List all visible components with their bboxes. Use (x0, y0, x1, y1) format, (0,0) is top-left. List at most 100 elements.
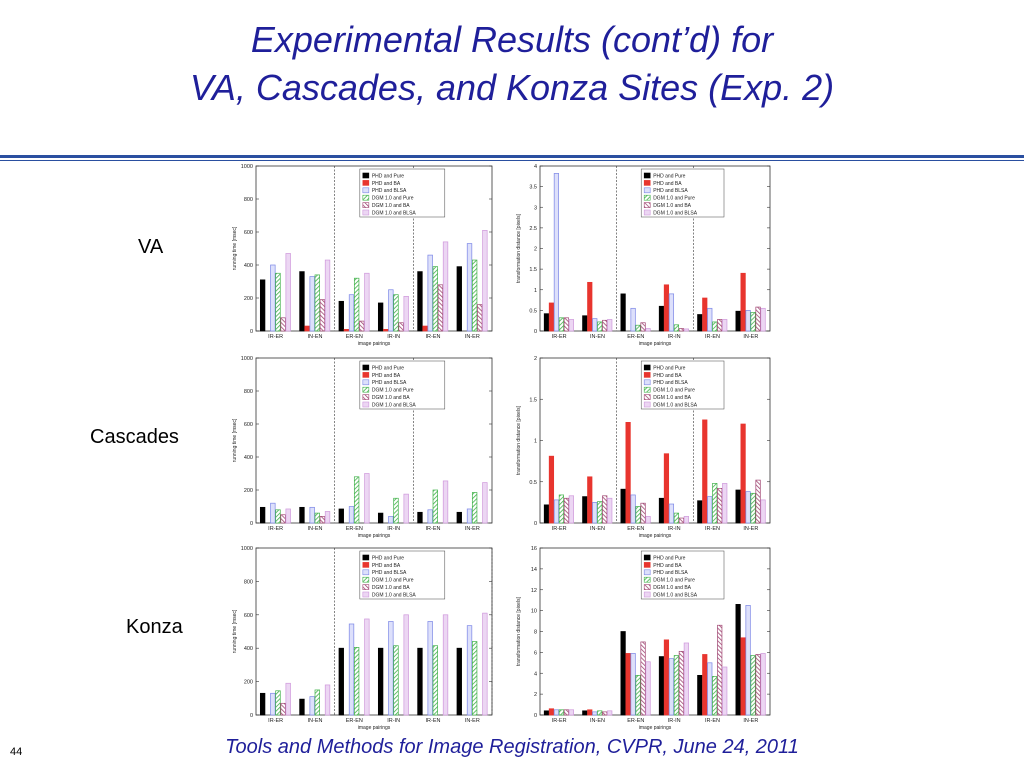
bar-phd-and-pure-in-er (735, 604, 741, 716)
x-tick-label: IN-ER (743, 718, 758, 724)
legend-swatch (362, 187, 370, 194)
y-tick-label: 0 (250, 329, 253, 335)
legend-entry: DGM 1.0 and BLSA (653, 592, 698, 598)
bar-dgm-1-0-and-ba-ir-en (717, 488, 723, 524)
bar-phd-and-ba-ir-er (548, 455, 555, 524)
bar-dgm-1-0-and-ba-er-en (640, 322, 646, 332)
bar-phd-and-ba-in-en (304, 325, 310, 332)
bar-phd-and-ba-in-er (740, 423, 746, 524)
bar-phd-and-pure-ir-er (259, 692, 266, 716)
bar-dgm-1-0-and-blsa-in-er (482, 482, 488, 524)
x-tick-label: IR-ER (268, 526, 283, 532)
x-tick-label: IR-ER (268, 334, 283, 340)
x-tick-label: IR-EN (705, 334, 720, 340)
bar-phd-and-blsa-in-en (309, 696, 315, 716)
bar-phd-and-pure-ir-in (377, 512, 384, 524)
legend-swatch (643, 172, 651, 179)
row-label-cascades: Cascades (90, 426, 179, 448)
bar-dgm-1-0-and-blsa-in-er (482, 229, 488, 332)
x-tick-label: IN-ER (465, 718, 480, 724)
bar-dgm-1-0-and-ba-er-en (640, 502, 646, 524)
x-tick-label: ER-EN (346, 334, 363, 340)
legend-frame (640, 360, 725, 410)
y-tick-label: 2 (534, 247, 537, 253)
x-tick-label: IR-EN (426, 526, 441, 532)
bar-dgm-1-0-and-blsa-ir-en (442, 241, 449, 332)
legend-swatch (362, 180, 370, 186)
bar-phd-and-ba-in-en (587, 281, 593, 332)
bar-dgm-1-0-and-pure-ir-er (275, 272, 281, 332)
bar-dgm-1-0-and-pure-ir-er (558, 709, 564, 716)
bar-phd-and-pure-in-en (299, 506, 305, 524)
bar-dgm-1-0-and-pure-ir-in (673, 655, 679, 716)
bar-phd-and-pure-er-en (620, 293, 626, 332)
bar-phd-and-blsa-er-en (630, 307, 636, 332)
x-tick-label: IR-ER (552, 526, 567, 532)
x-tick-label: IN-ER (465, 526, 480, 532)
x-tick-label: IN-EN (308, 718, 323, 724)
legend-entry: PHD and BLSA (653, 380, 688, 386)
bar-phd-and-ba-ir-en (702, 297, 708, 332)
bar-dgm-1-0-and-pure-in-en (314, 274, 320, 332)
x-tick-label: IN-ER (465, 334, 480, 340)
bar-phd-and-pure-in-er (456, 266, 462, 332)
bar-dgm-1-0-and-pure-ir-in (393, 645, 399, 716)
legend-swatch (362, 401, 370, 408)
legend-entry: DGM 1.0 and BLSA (653, 402, 698, 408)
bar-phd-and-blsa-ir-en (707, 307, 713, 332)
bar-phd-and-blsa-ir-er (270, 264, 276, 332)
legend-swatch (643, 379, 651, 386)
legend-swatch (643, 554, 651, 561)
bar-phd-and-pure-in-en (582, 496, 588, 524)
bar-phd-and-blsa-in-en (592, 711, 598, 716)
legend-swatch (643, 194, 651, 201)
bar-phd-and-blsa-er-en (348, 294, 355, 332)
y-tick-label: 800 (244, 389, 253, 395)
bar-dgm-1-0-and-blsa-in-en (324, 511, 331, 524)
legend-swatch (362, 379, 370, 386)
bar-phd-and-pure-er-en (620, 488, 626, 524)
bar-dgm-1-0-and-blsa-in-en (324, 684, 331, 716)
bar-phd-and-blsa-ir-en (427, 509, 433, 524)
legend-swatch (362, 576, 370, 583)
bar-dgm-1-0-and-pure-er-en (635, 324, 641, 332)
bar-phd-and-blsa-in-er (745, 605, 751, 716)
x-tick-label: IR-IN (387, 334, 400, 340)
bar-dgm-1-0-and-pure-ir-er (275, 509, 281, 524)
bar-dgm-1-0-and-pure-ir-en (432, 489, 438, 524)
bar-phd-and-pure-er-en (338, 300, 344, 332)
bar-phd-and-pure-ir-in (658, 305, 665, 332)
legend-swatch (362, 202, 370, 208)
chart-va-transformation-distance: 0 0.5 1 1.5 2 2.5 3 3.5 4 transformation distance… (516, 164, 771, 347)
legend-swatch (643, 562, 651, 568)
legend-entry: PHD and BLSA (653, 188, 688, 194)
bar-dgm-1-0-and-ba-ir-er (280, 702, 286, 716)
legend-swatch (643, 569, 651, 576)
bar-dgm-1-0-and-blsa-ir-en (722, 319, 728, 332)
bar-phd-and-blsa-in-en (592, 318, 598, 332)
legend-entry: DGM 1.0 and BA (372, 395, 410, 401)
bar-dgm-1-0-and-blsa-er-en (645, 661, 651, 716)
y-axis-label: transformation distance [pixels] (516, 213, 522, 283)
bar-dgm-1-0-and-pure-ir-en (712, 321, 718, 332)
y-tick-label: 14 (531, 567, 537, 573)
bar-dgm-1-0-and-pure-er-en (353, 647, 360, 716)
bar-dgm-1-0-and-ba-ir-in (398, 322, 404, 332)
legend-swatch (643, 364, 651, 371)
bar-phd-and-blsa-ir-en (707, 662, 713, 716)
bar-phd-and-pure-ir-in (658, 656, 665, 716)
bar-phd-and-ba-ir-en (702, 419, 708, 524)
bar-phd-and-blsa-ir-en (427, 254, 433, 332)
bar-dgm-1-0-and-ba-er-en (359, 320, 365, 332)
bar-dgm-1-0-and-pure-in-er (471, 259, 478, 332)
bar-dgm-1-0-and-pure-ir-er (558, 317, 564, 332)
y-tick-label: 0.5 (529, 480, 537, 486)
bar-dgm-1-0-and-blsa-ir-er (285, 253, 291, 332)
bar-phd-and-blsa-ir-er (270, 692, 276, 716)
bar-dgm-1-0-and-blsa-ir-en (722, 666, 728, 716)
y-tick-label: 2 (534, 356, 537, 362)
bar-phd-and-pure-ir-er (543, 313, 550, 332)
bar-phd-and-pure-ir-en (417, 511, 423, 524)
